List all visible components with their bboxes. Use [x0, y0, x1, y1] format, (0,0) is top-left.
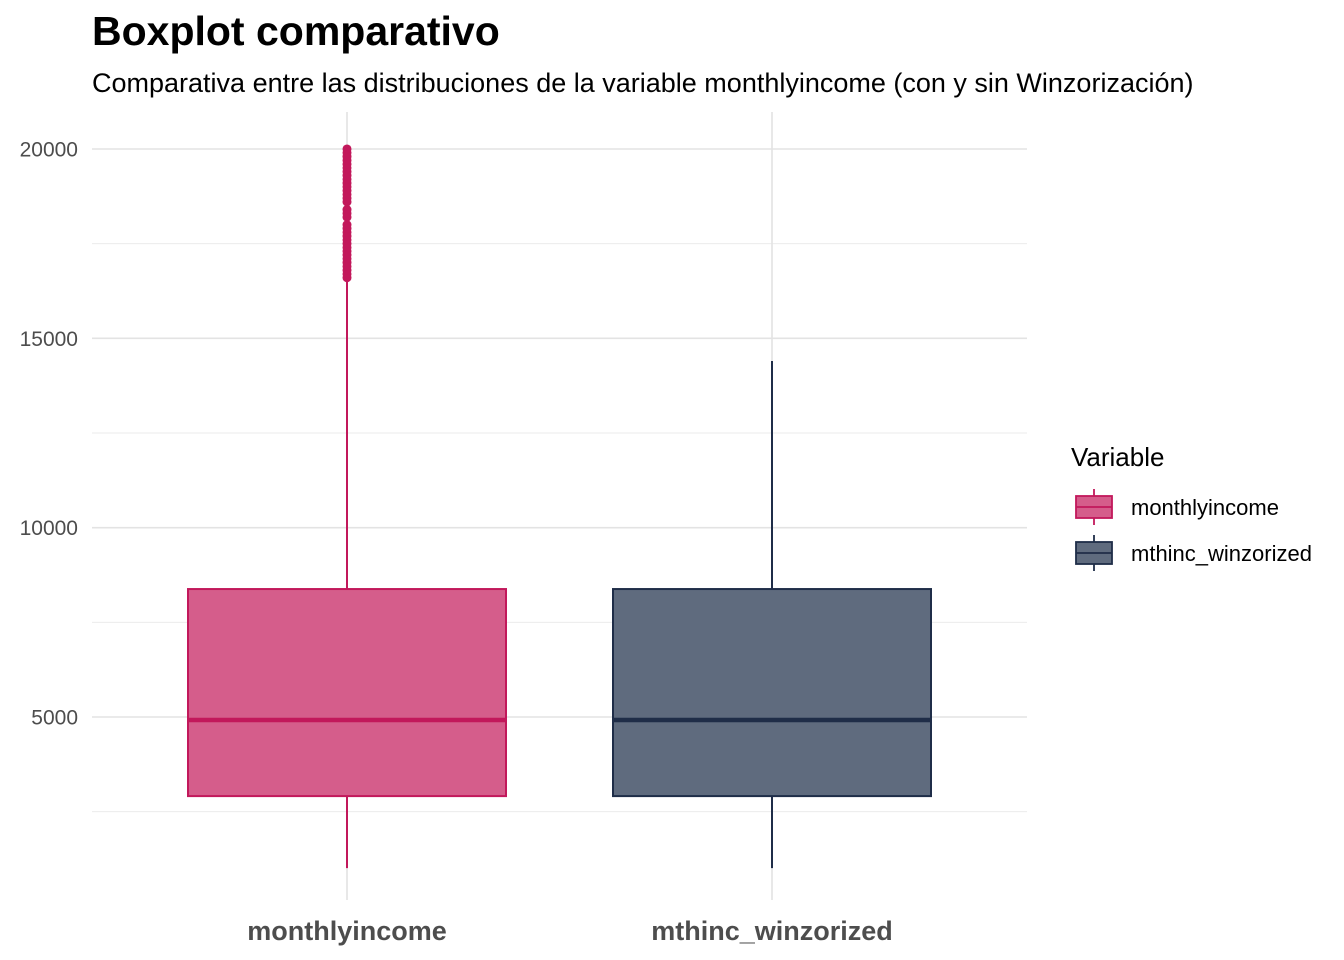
outlier-point	[342, 220, 352, 230]
x-tick-label: mthinc_winzorized	[651, 916, 893, 946]
y-tick-label: 15000	[20, 328, 78, 351]
legend-label: mthinc_winzorized	[1131, 541, 1312, 566]
x-tick-label: monthlyincome	[247, 916, 447, 946]
box-iqr	[612, 588, 932, 798]
y-axis-ticks: 5000 10000 15000 20000	[20, 138, 78, 729]
legend-key-monthlyincome	[1075, 489, 1113, 525]
box-monthlyincome	[187, 144, 507, 869]
chart-title: Boxplot comparativo	[92, 8, 500, 54]
box-iqr	[187, 588, 507, 798]
legend-key-mthinc_winzorized	[1075, 535, 1113, 571]
y-tick-label: 5000	[31, 706, 78, 729]
box-mthinc_winzorized	[612, 361, 932, 869]
boxes	[187, 144, 932, 869]
x-axis-ticks: monthlyincome mthinc_winzorized	[247, 916, 893, 946]
y-tick-label: 20000	[20, 138, 78, 161]
legend-label: monthlyincome	[1131, 495, 1279, 520]
legend: Variable monthlyincome mthinc_winzorized	[1071, 442, 1312, 571]
chart-subtitle: Comparativa entre las distribuciones de …	[92, 68, 1194, 98]
y-tick-label: 10000	[20, 517, 78, 540]
outlier-point	[342, 144, 352, 154]
legend-title: Variable	[1071, 442, 1164, 472]
outlier-point	[342, 205, 352, 215]
